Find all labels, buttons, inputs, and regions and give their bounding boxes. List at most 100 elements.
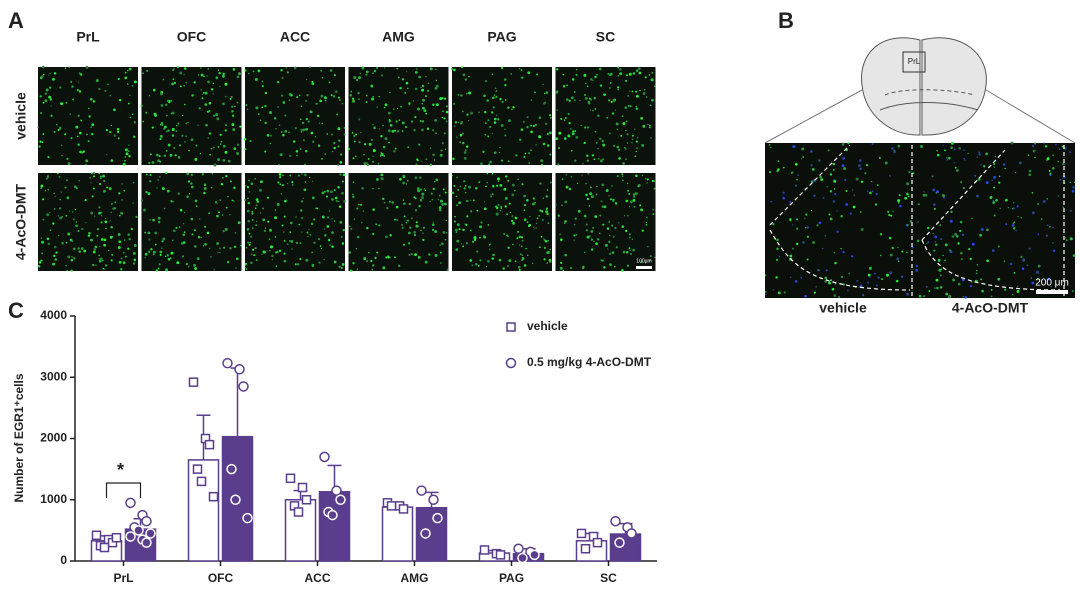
cell-dot bbox=[384, 67, 386, 69]
cell-dot bbox=[806, 226, 809, 229]
cell-dot bbox=[413, 196, 416, 199]
cell-dot bbox=[40, 259, 43, 262]
cell-dot bbox=[646, 96, 648, 98]
region-label: PrL bbox=[908, 57, 921, 66]
cell-dot bbox=[490, 195, 492, 198]
cell-dot bbox=[494, 87, 497, 90]
cell-dot bbox=[463, 180, 466, 183]
cell-dot bbox=[603, 205, 607, 209]
cell-dot bbox=[79, 150, 82, 154]
cell-dot bbox=[49, 98, 53, 101]
cell-dot bbox=[154, 231, 158, 235]
cell-dot bbox=[887, 210, 890, 213]
cell-dot bbox=[179, 85, 182, 88]
cell-dot bbox=[555, 137, 559, 141]
cell-dot bbox=[502, 267, 505, 270]
cell-dot bbox=[284, 200, 287, 203]
cell-dot bbox=[547, 240, 549, 242]
cell-dot bbox=[70, 269, 73, 272]
cell-dot bbox=[384, 103, 388, 107]
cell-dot bbox=[842, 283, 845, 286]
cell-dot bbox=[231, 123, 235, 126]
cell-dot bbox=[897, 260, 900, 262]
cell-dot bbox=[444, 238, 447, 241]
cell-dot bbox=[66, 196, 70, 200]
cell-dot bbox=[255, 224, 258, 226]
cell-dot bbox=[308, 176, 311, 179]
cell-dot bbox=[483, 110, 487, 114]
cell-dot bbox=[260, 180, 263, 184]
cell-dot bbox=[478, 111, 480, 113]
cell-dot bbox=[41, 240, 45, 244]
cell-dot bbox=[217, 158, 220, 161]
cell-dot bbox=[592, 226, 595, 229]
cell-dot bbox=[308, 229, 310, 231]
cell-dot bbox=[183, 85, 185, 87]
cell-dot bbox=[573, 234, 576, 237]
cell-dot bbox=[495, 95, 498, 98]
cell-dot bbox=[804, 217, 806, 219]
cell-dot bbox=[190, 173, 193, 177]
cell-dot bbox=[539, 209, 542, 212]
cell-dot bbox=[829, 217, 833, 221]
cell-dot bbox=[59, 86, 62, 89]
cell-dot bbox=[122, 261, 126, 265]
cell-dot bbox=[195, 144, 198, 147]
cell-dot bbox=[442, 188, 445, 191]
cell-dot bbox=[262, 207, 265, 210]
cell-dot bbox=[504, 196, 508, 200]
cell-dot bbox=[584, 96, 588, 100]
cell-dot bbox=[372, 123, 374, 126]
cell-dot bbox=[497, 177, 500, 181]
cell-dot bbox=[936, 149, 938, 152]
cell-dot bbox=[225, 124, 228, 127]
cell-dot bbox=[878, 156, 881, 159]
cell-dot bbox=[589, 235, 591, 237]
cell-dot bbox=[654, 256, 656, 259]
cell-dot bbox=[588, 205, 591, 207]
cell-dot bbox=[182, 114, 184, 117]
cell-dot bbox=[95, 264, 97, 266]
cell-dot bbox=[307, 235, 309, 238]
cell-dot bbox=[96, 228, 100, 231]
cell-dot bbox=[865, 163, 869, 167]
cell-dot bbox=[1037, 264, 1041, 268]
cell-dot bbox=[649, 104, 652, 107]
cell-dot bbox=[535, 73, 539, 76]
cell-dot bbox=[564, 200, 568, 204]
cell-dot bbox=[194, 199, 198, 203]
cell-dot bbox=[488, 248, 491, 251]
cell-dot bbox=[543, 258, 546, 261]
cell-dot bbox=[53, 192, 55, 195]
cell-dot bbox=[319, 99, 323, 103]
cell-dot bbox=[479, 259, 482, 262]
cell-dot bbox=[372, 149, 376, 153]
cell-dot bbox=[806, 258, 809, 261]
cell-dot bbox=[39, 95, 42, 98]
cell-dot bbox=[158, 155, 161, 158]
cell-dot bbox=[78, 131, 82, 135]
cell-dot bbox=[559, 266, 563, 270]
cell-dot bbox=[171, 82, 174, 86]
cell-dot bbox=[539, 182, 542, 185]
cell-dot bbox=[431, 223, 435, 227]
cell-dot bbox=[235, 267, 237, 269]
cell-dot bbox=[935, 243, 938, 247]
cell-dot bbox=[307, 120, 310, 123]
cell-dot bbox=[204, 91, 208, 95]
cell-dot bbox=[278, 124, 281, 126]
cell-dot bbox=[85, 222, 87, 224]
cell-dot bbox=[324, 234, 327, 237]
cell-dot bbox=[327, 216, 330, 219]
cell-dot bbox=[157, 220, 161, 224]
cell-dot bbox=[69, 238, 73, 242]
cell-dot bbox=[323, 259, 325, 261]
cell-dot bbox=[824, 276, 828, 280]
cell-dot bbox=[351, 132, 354, 134]
cell-dot bbox=[217, 251, 219, 254]
cell-dot bbox=[590, 195, 594, 199]
cell-dot bbox=[589, 109, 591, 111]
cell-dot bbox=[300, 209, 303, 212]
cell-dot bbox=[383, 155, 386, 157]
cell-dot bbox=[948, 156, 951, 160]
